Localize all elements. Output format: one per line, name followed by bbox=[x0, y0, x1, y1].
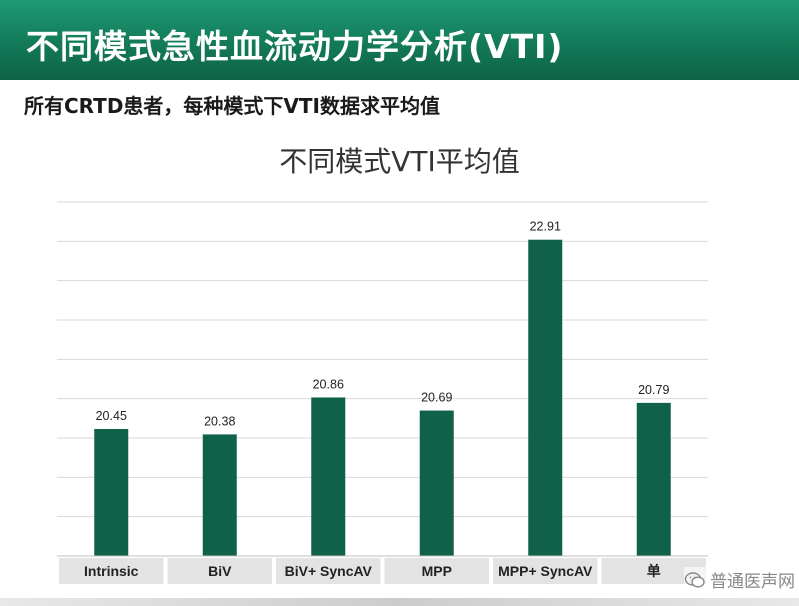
data-label: 20.69 bbox=[421, 391, 452, 405]
wechat-icon bbox=[684, 571, 705, 588]
category-label-bg bbox=[167, 558, 272, 584]
category-label: BiV bbox=[208, 563, 232, 579]
bar bbox=[636, 402, 671, 556]
bar bbox=[94, 429, 129, 556]
bar bbox=[528, 239, 563, 557]
watermark: 普通医声网 bbox=[684, 567, 795, 592]
category-label: BiV+ SyncAV bbox=[285, 563, 373, 579]
data-label: 20.79 bbox=[638, 383, 669, 397]
slide-subtitle: 所有CRTD患者，每种模式下VTI数据求平均值 bbox=[24, 94, 440, 118]
bar bbox=[419, 410, 454, 556]
bar bbox=[311, 397, 346, 556]
category-label: Intrinsic bbox=[84, 563, 139, 579]
category-label-bg bbox=[493, 558, 598, 584]
watermark-text: 普通医声网 bbox=[710, 572, 795, 592]
data-label: 20.45 bbox=[96, 409, 127, 423]
category-label-bg bbox=[276, 558, 381, 584]
bar bbox=[202, 434, 237, 556]
header-bar: 不同模式急性血流动力学分析(VTI) bbox=[0, 0, 799, 80]
chart-title: 不同模式VTI平均值 bbox=[279, 145, 520, 178]
category-label: 单 bbox=[647, 563, 661, 579]
data-label: 22.91 bbox=[530, 220, 561, 234]
slide-title: 不同模式急性血流动力学分析(VTI) bbox=[26, 27, 564, 66]
bottom-bar bbox=[0, 598, 799, 606]
category-label-bg bbox=[384, 558, 489, 584]
category-label: MPP bbox=[422, 563, 452, 579]
category-label: MPP+ SyncAV bbox=[498, 563, 593, 579]
data-label: 20.86 bbox=[313, 377, 344, 391]
category-label-bg bbox=[59, 558, 164, 584]
data-label: 20.38 bbox=[204, 414, 235, 428]
